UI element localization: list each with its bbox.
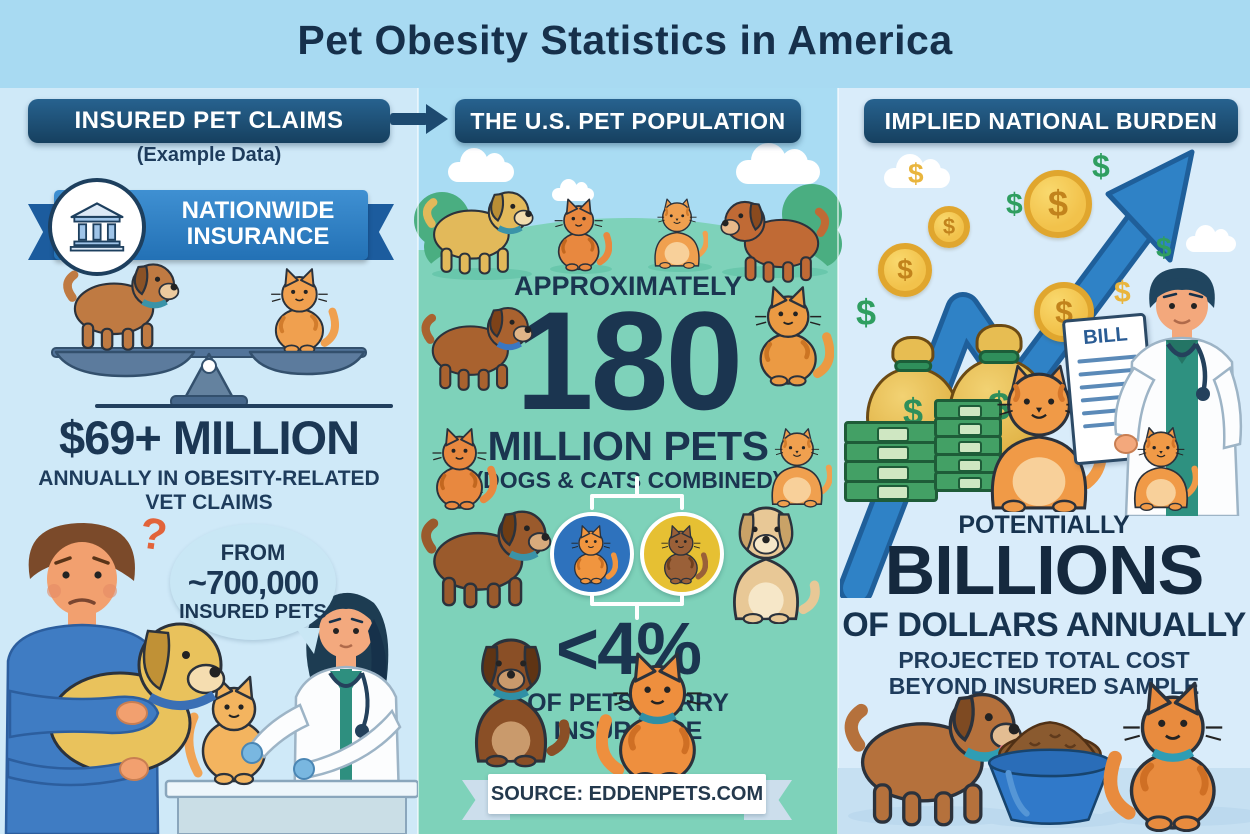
- panel-divider: [417, 88, 419, 834]
- cat-icon: [566, 523, 618, 585]
- food-bowl-icon: [987, 721, 1113, 825]
- dollar-sign-icon: $: [1092, 148, 1110, 184]
- burden-caption1: PROJECTED TOTAL COST: [898, 647, 1190, 673]
- source-ribbon: SOURCE: EDDENPETS.COM: [462, 772, 792, 822]
- bank-badge: [48, 178, 146, 276]
- connector-line: [680, 592, 684, 604]
- veterinarian-illustration: [1114, 268, 1243, 516]
- banknote: [844, 440, 938, 463]
- section-header-label: IMPLIED NATIONAL BURDEN: [884, 107, 1218, 134]
- source-ribbon-band: SOURCE: EDDENPETS.COM: [488, 774, 766, 814]
- connector-line: [590, 496, 594, 510]
- population-unit: MILLION PETS: [487, 423, 770, 469]
- money-bag-tie: [894, 360, 932, 372]
- cat-icon: [424, 426, 498, 510]
- insurance-banner-text: NATIONWIDE INSURANCE: [152, 197, 364, 251]
- dollar-sign-icon: $: [1156, 232, 1172, 263]
- coin-icon: $: [878, 243, 932, 297]
- dollar-sign-icon: $: [942, 214, 956, 239]
- dollar-sign-icon: $: [1047, 183, 1069, 224]
- dog-icon: [420, 182, 536, 278]
- connector-line: [590, 592, 594, 604]
- bubble-intro: FROM: [220, 539, 286, 565]
- population-qualifier: APPROXIMATELY: [513, 271, 743, 301]
- section-header-label: INSURED PET CLAIMS: [74, 107, 344, 134]
- coin-icon: $: [928, 206, 970, 248]
- page-title: Pet Obesity Statistics in America: [297, 17, 953, 63]
- cat-icon: [746, 272, 834, 398]
- money-bag-tie: [978, 350, 1020, 364]
- claims-stat-caption: ANNUALLY IN OBESITY-RELATED VET CLAIMS: [38, 467, 380, 514]
- cloud-icon: [448, 148, 514, 182]
- dollar-sign-icon: $: [1006, 188, 1023, 221]
- population-combined-note: (DOGS & CATS COMBINED): [475, 467, 781, 493]
- balance-scale-illustration: [51, 262, 367, 408]
- burden-unit: OF DOLLARS ANNUALLY: [842, 606, 1246, 644]
- bubble-caption: INSURED PETS: [179, 601, 327, 624]
- cat-icon: [656, 523, 708, 585]
- dollar-sign-icon: $: [897, 254, 913, 285]
- section-header-insured-pet-claims: INSURED PET CLAIMS: [28, 99, 390, 143]
- dog-icon: [418, 298, 536, 394]
- bubble-value: ~700,000: [187, 563, 320, 601]
- panel-divider: [837, 88, 839, 834]
- owner-and-vet-illustration: [4, 523, 418, 834]
- cloud-icon: [552, 178, 594, 201]
- dog-icon: [452, 626, 570, 770]
- flow-arrow-icon: [426, 104, 448, 134]
- speech-bubble-tail: [296, 628, 320, 654]
- section-header-label: THE U.S. PET POPULATION: [470, 107, 786, 134]
- cloud-icon: [884, 154, 950, 188]
- section-header-us-pet-population: THE U.S. PET POPULATION: [455, 99, 801, 143]
- burden-big-word: BILLIONS: [884, 531, 1205, 609]
- insurance-banner-line2: INSURANCE: [186, 223, 330, 251]
- cat-icon: [646, 194, 708, 270]
- population-big-number: 180: [515, 282, 744, 439]
- cat-icon: [1088, 678, 1250, 832]
- claims-stat-value: $69+ MILLION: [58, 411, 360, 464]
- connector-line: [590, 494, 684, 498]
- cat-category-circle-yellow: [640, 512, 724, 596]
- cash-stack-icon: [844, 421, 938, 502]
- baseline-rule: [95, 404, 393, 408]
- dollar-sign-icon: $: [908, 158, 924, 189]
- cat-icon: [762, 424, 832, 508]
- cash-stack-icon: [934, 399, 1002, 492]
- dollar-sign-icon: $: [856, 292, 877, 333]
- banknote: [844, 479, 938, 502]
- coin-icon: $: [1024, 170, 1092, 238]
- cat-category-circle-blue: [550, 512, 634, 596]
- pet-shadow: [648, 262, 712, 272]
- cloud-icon: [736, 143, 820, 184]
- dog-icon: [712, 498, 820, 624]
- insurance-banner-line1: NATIONWIDE: [181, 197, 335, 224]
- cloud-icon: [1186, 224, 1236, 252]
- cat-icon: [548, 196, 612, 272]
- connector-line: [680, 496, 684, 510]
- dog-icon: [416, 500, 556, 612]
- bank-icon: [69, 202, 125, 252]
- flow-arrow-shaft: [390, 113, 428, 125]
- source-label: SOURCE: EDDENPETS.COM: [490, 783, 764, 805]
- burden-qualifier: POTENTIALLY: [958, 511, 1130, 539]
- cat-icon: [1124, 422, 1198, 512]
- insurance-ribbon-banner: NATIONWIDE INSURANCE: [28, 176, 394, 280]
- section-header-implied-national-burden: IMPLIED NATIONAL BURDEN: [864, 99, 1238, 143]
- cat-icon: [596, 644, 714, 792]
- example-data-note: (Example Data): [136, 144, 282, 166]
- burden-caption2: BEYOND INSURED SAMPLE: [888, 673, 1200, 699]
- connector-line: [635, 604, 639, 620]
- insured-pets-speech-bubble: FROM ~700,000 INSURED PETS: [170, 524, 336, 640]
- connector-line: [635, 476, 639, 496]
- dollar-sign-icon: $: [1114, 276, 1131, 309]
